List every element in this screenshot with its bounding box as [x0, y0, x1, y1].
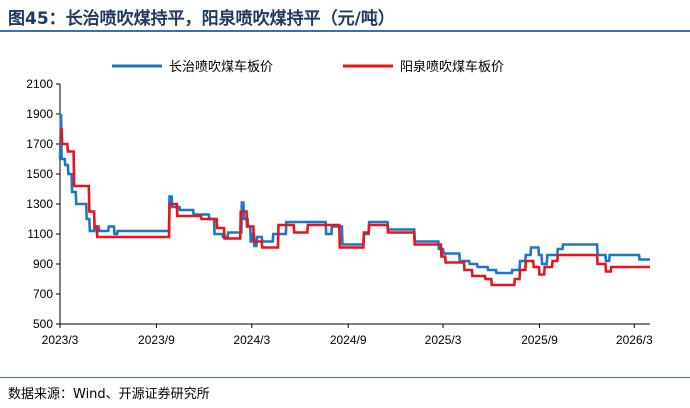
x-tick-label: 2024/9 — [330, 333, 367, 347]
y-tick-label: 2100 — [26, 77, 53, 91]
figure-title: 图45：长治喷吹煤持平，阳泉喷吹煤持平（元/吨） — [8, 9, 395, 29]
chart-series — [58, 113, 650, 287]
x-tick-label: 2026/3 — [616, 333, 653, 347]
y-tick-label: 1500 — [26, 167, 53, 181]
y-tick-label: 1700 — [26, 137, 53, 151]
y-tick-label: 1300 — [26, 197, 53, 211]
x-tick-label: 2023/9 — [138, 333, 175, 347]
x-tick-label: 2025/9 — [521, 333, 558, 347]
title-divider — [0, 30, 690, 32]
chart-legend: 长治喷吹煤车板价 阳泉喷吹煤车板价 — [112, 59, 504, 75]
x-tick-label: 2023/3 — [42, 333, 79, 347]
y-tick-label: 900 — [33, 257, 53, 271]
x-tick-label: 2025/3 — [425, 333, 462, 347]
series-line-1 — [58, 113, 650, 275]
legend-label-2: 阳泉喷吹煤车板价 — [400, 59, 504, 75]
legend-label-1: 长治喷吹煤车板价 — [169, 59, 273, 75]
source-divider — [0, 377, 690, 378]
y-tick-label: 1900 — [26, 107, 53, 121]
chart-axes: 500 700 900 1100 1300 1500 1700 1900 2100 2023/3 2… — [26, 77, 653, 347]
x-tick-label: 2024/3 — [233, 333, 270, 347]
source-note: 数据来源：Wind、开源证券研究所 — [8, 387, 210, 402]
y-tick-label: 500 — [33, 317, 53, 331]
series-line-2 — [60, 127, 650, 287]
y-tick-label: 700 — [33, 287, 53, 301]
y-tick-label: 1100 — [27, 227, 53, 241]
